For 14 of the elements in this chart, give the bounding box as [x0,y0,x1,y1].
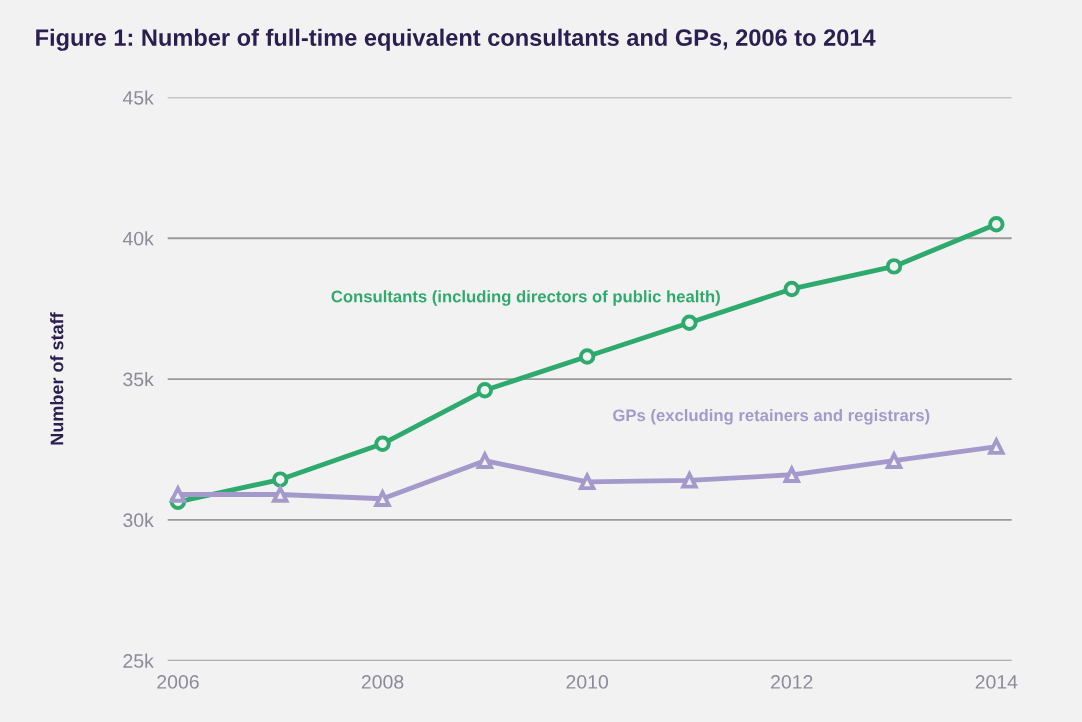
x-tick-label: 2008 [361,675,404,689]
y-tick-label: 45k [122,90,154,105]
y-tick-label: 40k [122,231,154,246]
x-tick-label: 2012 [771,675,813,689]
y-axis-title: Number of staff [50,312,64,445]
x-tick-label: 2006 [157,675,199,689]
series-label: GPs (excluding retainers and registrars) [613,408,930,425]
x-tick-label: 2010 [566,675,608,689]
y-tick-label: 35k [123,372,154,387]
x-tick-label: 2014 [975,675,1018,689]
y-tick-label: 30k [123,512,154,528]
series-label: Consultants (including directors of public health) [331,290,720,306]
chart-title: Figure 1: Number of full-time equivalent consultants and GPs, 2006 to 2014 [36,28,876,51]
y-tick-label: 25k [123,653,154,668]
